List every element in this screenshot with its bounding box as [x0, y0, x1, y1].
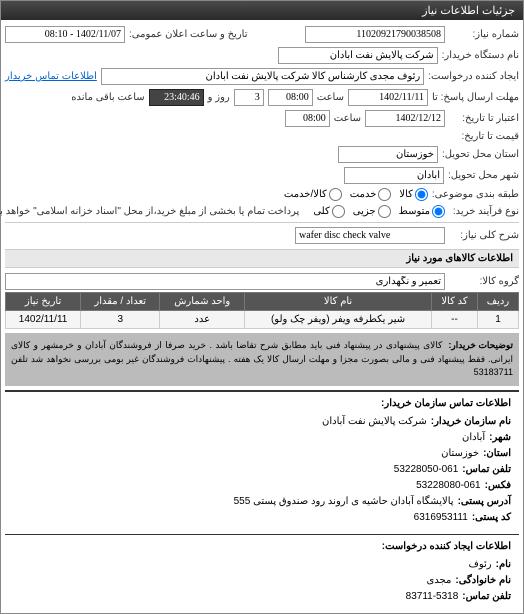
validity-hour-label: ساعت	[334, 113, 361, 124]
delivery-city-input[interactable]	[344, 167, 444, 184]
org-name-label: نام سازمان خریدار:	[431, 414, 511, 430]
budget-opt3[interactable]: کالا/خدمت	[284, 188, 342, 201]
deadline-days-input[interactable]	[234, 89, 264, 106]
postal-addr: پالایشگاه آبادان حاشیه ی اروند رود صندوق…	[234, 494, 454, 510]
fax-label: فکس:	[485, 478, 511, 494]
group-label: گروه کالا:	[449, 276, 519, 287]
buyer-note-box: توضیحات خریدار: کالای پیشنهادی در پیشنها…	[5, 333, 519, 386]
cell-code: --	[431, 311, 477, 329]
process-radio-2[interactable]	[378, 205, 391, 218]
requester-info-section: اطلاعات ایجاد کننده درخواست: نام: رئوف نا…	[5, 534, 519, 609]
deadline-days-label: روز و	[208, 92, 230, 103]
cell-unit: عدد	[160, 311, 245, 329]
window-title: جزئیات اطلاعات نیاز	[422, 5, 515, 17]
req-family-label: نام خانوادگی:	[455, 573, 511, 589]
deadline-date-input[interactable]	[348, 89, 428, 106]
process-opt3[interactable]: کلی	[313, 205, 344, 218]
req-name: رئوف	[468, 557, 491, 573]
process-opt1[interactable]: متوسط	[399, 205, 445, 218]
province-label: استان:	[483, 446, 511, 462]
budget-type-label: طبقه بندی موضوعی:	[432, 189, 519, 200]
req-family: مجدی	[426, 573, 451, 589]
th-qty: تعداد / مقدار	[81, 293, 160, 311]
budget-radio-2[interactable]	[378, 188, 391, 201]
validity-hour-input[interactable]	[285, 110, 330, 127]
th-name: نام کالا	[245, 293, 432, 311]
validity-label: اعتبار تا تاریخ:	[449, 113, 519, 124]
cell-row: 1	[478, 311, 519, 329]
buyer-note-text: کالای پیشنهادی در پیشنهاد فنی باید مطابق…	[11, 340, 513, 377]
buyer-info-title: اطلاعات تماس سازمان خریدار:	[13, 396, 511, 412]
th-row: ردیف	[478, 293, 519, 311]
public-date-input[interactable]	[5, 26, 125, 43]
request-number-input[interactable]	[305, 26, 445, 43]
items-section-header: اطلاعات کالاهای مورد نیاز	[5, 249, 519, 268]
postal-addr-label: آدرس پستی:	[458, 494, 511, 510]
cell-qty: 3	[81, 311, 160, 329]
budget-radio-1[interactable]	[415, 188, 428, 201]
price-label: قیمت تا تاریخ:	[449, 131, 519, 142]
phone-label: تلفن تماس:	[462, 462, 511, 478]
cell-name: شیر یکطرفه ویفر (ویفر چک ولو)	[245, 311, 432, 329]
process-radio-3[interactable]	[332, 205, 345, 218]
req-name-label: نام:	[496, 557, 511, 573]
deadline-hour-input[interactable]	[268, 89, 313, 106]
public-date-label: تاریخ و ساعت اعلان عمومی:	[129, 29, 248, 40]
delivery-city-label: شهر محل تحویل:	[448, 170, 519, 181]
title-bar: جزئیات اطلاعات نیاز	[1, 1, 523, 20]
group-input[interactable]	[5, 273, 445, 290]
process-radio-group: متوسط جزیی کلی	[313, 205, 445, 218]
content-area: شماره نیاز: تاریخ و ساعت اعلان عمومی: نا…	[1, 20, 523, 613]
items-table: ردیف کد کالا نام کالا واحد شمارش تعداد /…	[5, 292, 519, 329]
buyer-info-section: اطلاعات تماس سازمان خریدار: نام سازمان خ…	[5, 390, 519, 530]
general-desc-label: شرح کلی نیاز:	[449, 230, 519, 241]
requester-label: ایجاد کننده درخواست:	[428, 71, 519, 82]
deadline-remaining-label: ساعت باقی مانده	[71, 92, 144, 103]
delivery-province-label: استان محل تحویل:	[442, 149, 519, 160]
requester-input[interactable]	[101, 68, 424, 85]
process-note: پرداخت تمام یا بخشی از مبلغ خرید،از محل …	[0, 206, 299, 217]
budget-radio-group: کالا خدمت کالا/خدمت	[284, 188, 428, 201]
fax: 53228080-061	[416, 478, 481, 494]
phone: 53228050-061	[394, 462, 459, 478]
province: خوزستان	[441, 446, 479, 462]
general-desc-input[interactable]	[295, 227, 445, 244]
buyer-org-input[interactable]	[278, 47, 438, 64]
budget-opt2[interactable]: خدمت	[350, 188, 392, 201]
postal-code: 6316953111	[414, 510, 468, 526]
postal-code-label: کد پستی:	[472, 510, 511, 526]
process-radio-1[interactable]	[432, 205, 445, 218]
deadline-remaining-input	[149, 89, 204, 106]
process-opt2[interactable]: جزیی	[353, 205, 391, 218]
details-window: جزئیات اطلاعات نیاز شماره نیاز: تاریخ و …	[0, 0, 524, 614]
request-number-label: شماره نیاز:	[449, 29, 519, 40]
budget-opt1[interactable]: کالا	[399, 188, 428, 201]
table-row[interactable]: 1 -- شیر یکطرفه ویفر (ویفر چک ولو) عدد 3…	[6, 311, 519, 329]
validity-date-input[interactable]	[365, 110, 445, 127]
deadline-hour-label: ساعت	[317, 92, 344, 103]
th-date: تاریخ نیاز	[6, 293, 81, 311]
buyer-org-label: نام دستگاه خریدار:	[442, 50, 519, 61]
city: آبادان	[462, 430, 485, 446]
th-unit: واحد شمارش	[160, 293, 245, 311]
deadline-label: مهلت ارسال پاسخ: تا	[432, 92, 519, 103]
process-type-label: نوع فرآیند خرید:	[449, 206, 519, 217]
req-phone-label: تلفن تماس:	[462, 589, 511, 605]
cell-date: 1402/11/11	[6, 311, 81, 329]
org-name: شرکت پالایش نفت آبادان	[322, 414, 427, 430]
requester-info-title: اطلاعات ایجاد کننده درخواست:	[13, 539, 511, 555]
budget-radio-3[interactable]	[329, 188, 342, 201]
th-code: کد کالا	[431, 293, 477, 311]
contact-link[interactable]: اطلاعات تماس خریدار	[5, 71, 97, 82]
req-phone: 83711-5318	[406, 589, 459, 605]
buyer-note-label: توضیحات خریدار:	[448, 339, 513, 353]
city-label: شهر:	[489, 430, 511, 446]
delivery-province-input[interactable]	[338, 146, 438, 163]
